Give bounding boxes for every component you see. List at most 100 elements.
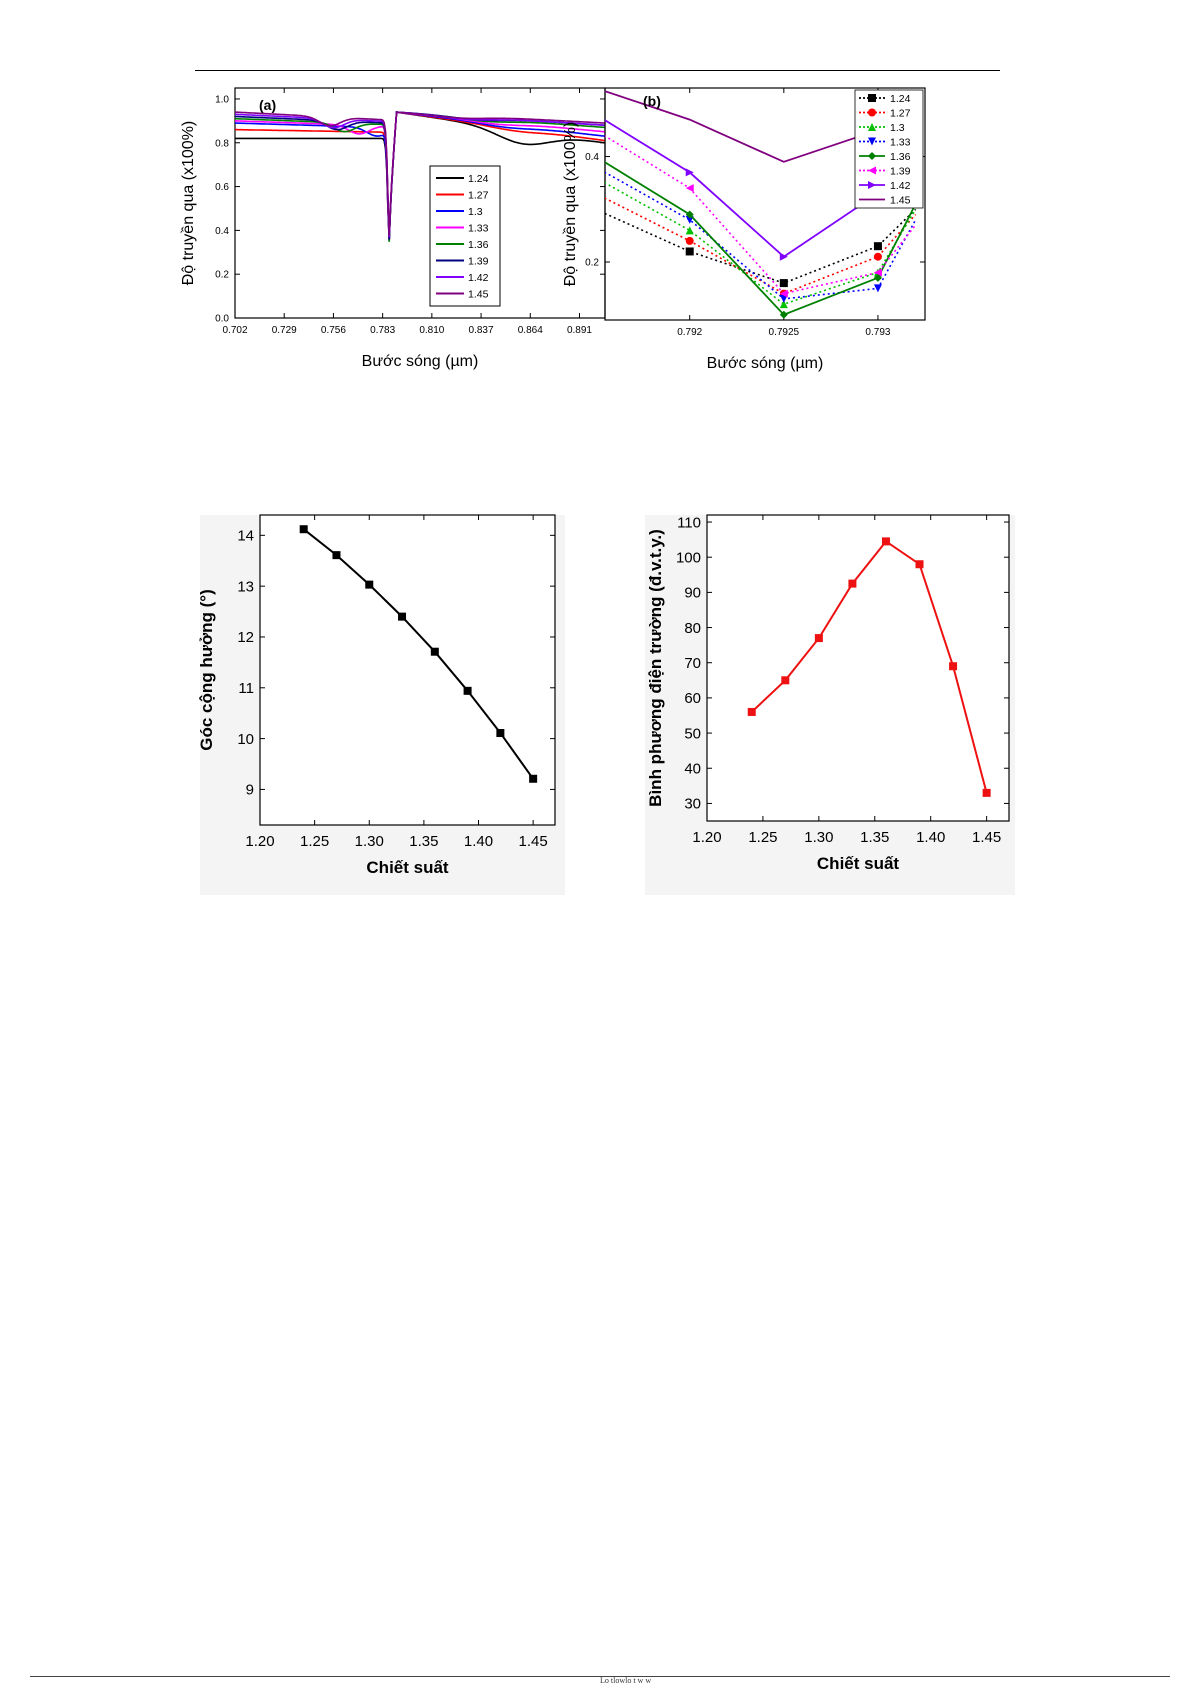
data-point-1.36 <box>779 310 788 319</box>
legend-marker-1.27 <box>868 108 876 117</box>
y-tick-label: 70 <box>684 655 701 672</box>
legend-label-1.3: 1.3 <box>890 122 905 134</box>
x-tick-label: 1.45 <box>972 829 1001 846</box>
footer-rule <box>30 1676 1170 1677</box>
data-point-1.24 <box>685 247 694 256</box>
plot-frame <box>259 514 556 826</box>
x-axis-label: Chiết suất <box>817 854 900 873</box>
footer-text: Lo tlowlo t w w <box>600 1676 652 1685</box>
series-line-1.33 <box>235 111 605 242</box>
plot-area <box>260 515 555 825</box>
y-tick-label: 0.4 <box>215 226 229 237</box>
y-tick-label: 30 <box>684 796 701 813</box>
x-tick-label: 1.20 <box>245 833 274 850</box>
legend-label-1.45: 1.45 <box>890 195 911 207</box>
series-line <box>303 528 534 780</box>
y-tick-label: 100 <box>676 549 701 566</box>
data-point-1.3 <box>685 226 694 235</box>
data-point-1.42 <box>779 252 788 261</box>
legend-marker-1.42 <box>868 181 876 189</box>
legend-label-1.27: 1.27 <box>468 190 489 202</box>
x-tick-label: 0.792 <box>677 327 702 338</box>
data-point-1.36 <box>873 273 882 282</box>
x-tick-label: 0.793 <box>865 327 890 338</box>
data-point <box>915 560 924 569</box>
data-point <box>982 788 991 797</box>
series-line-1.27 <box>235 111 605 241</box>
legend-marker-1.24 <box>868 94 876 102</box>
data-point <box>496 729 505 738</box>
x-tick-label: 0.702 <box>222 325 247 336</box>
legend-label-1.42: 1.42 <box>890 180 911 192</box>
legend-label-1.33: 1.33 <box>468 223 489 235</box>
x-tick-label: 0.783 <box>370 325 395 336</box>
data-point <box>848 579 857 588</box>
y-tick-label: 0.2 <box>215 270 229 281</box>
data-point <box>881 537 890 546</box>
y-tick-label: 14 <box>237 528 254 545</box>
data-point-1.24 <box>779 279 788 288</box>
data-point-1.39 <box>685 184 694 193</box>
x-tick-label: 1.35 <box>860 829 889 846</box>
y-tick-label: 1.0 <box>215 94 229 105</box>
y-tick-label: 13 <box>237 578 254 595</box>
plot-frame <box>706 514 1010 822</box>
data-point <box>398 612 407 621</box>
x-tick-label: 1.35 <box>409 833 438 850</box>
series-line-1.36 <box>235 111 605 242</box>
legend-label-1.3: 1.3 <box>468 206 483 218</box>
series-line-1.27 <box>605 197 917 295</box>
data-point <box>365 580 374 589</box>
y-tick-label: 0.6 <box>215 182 229 193</box>
data-point <box>747 707 756 716</box>
x-tick-label: 0.729 <box>272 325 297 336</box>
data-point-1.27 <box>685 236 694 245</box>
data-point <box>430 647 439 656</box>
x-tick-label: 0.7925 <box>769 327 800 338</box>
x-tick-label: 1.25 <box>748 829 777 846</box>
y-tick-label: 9 <box>246 782 254 799</box>
x-tick-label: 1.30 <box>804 829 833 846</box>
legend-label-1.36: 1.36 <box>468 239 489 251</box>
chart-transmission-spectrum: 0.702 0.729 0.756 0.783 0.810 0.837 0.864 0.891… <box>180 87 606 370</box>
x-axis-label: Bước sóng (µm) <box>707 355 824 372</box>
panel-label: (a) <box>259 97 276 113</box>
data-point <box>949 662 958 671</box>
y-axis-label: Góc cộng hưởng (°) <box>197 589 216 751</box>
x-tick-label: 0.756 <box>321 325 346 336</box>
y-axis-label: Bình phương điện trường (đ.v.t.y.) <box>646 529 665 807</box>
data-point-1.24 <box>873 242 882 251</box>
data-point <box>529 774 538 783</box>
y-tick-label: 12 <box>237 629 254 646</box>
chart-resonance-angle: 1.20 1.25 1.30 1.35 1.40 1.45 9 10 11 12 13 14 Chiết… <box>197 514 565 895</box>
chart-transmission-zoom: 0.792 0.7925 0.793 0.2 0.4 Bước sóng (µm) Độ t… <box>562 87 926 372</box>
x-tick-label: 1.30 <box>355 833 384 850</box>
y-tick-label: 10 <box>237 731 254 748</box>
data-point-1.27 <box>873 252 882 261</box>
series-line <box>751 540 988 794</box>
data-point-1.42 <box>685 168 694 177</box>
legend-label-1.39: 1.39 <box>468 256 489 268</box>
y-tick-label: 0.8 <box>215 138 229 149</box>
legend-marker-1.36 <box>868 152 876 160</box>
y-tick-label: 0.4 <box>585 152 599 163</box>
legend-box <box>429 165 501 307</box>
data-point-1.39 <box>873 268 882 277</box>
y-tick-label: 50 <box>684 725 701 742</box>
x-tick-label: 1.45 <box>519 833 548 850</box>
data-point <box>463 686 472 695</box>
x-axis-label: Bước sóng (µm) <box>362 353 479 370</box>
y-tick-label: 60 <box>684 690 701 707</box>
legend-label-1.24: 1.24 <box>890 93 911 105</box>
x-tick-label: 1.25 <box>300 833 329 850</box>
series-group <box>235 111 605 242</box>
data-point-1.36 <box>685 210 694 219</box>
y-tick-label: 90 <box>684 585 701 602</box>
header-rule <box>195 70 1000 71</box>
x-tick-label: 1.20 <box>692 829 721 846</box>
legend-marker-1.33 <box>868 137 876 146</box>
series-line-1.24 <box>605 208 917 284</box>
data-point-1.3 <box>779 300 788 309</box>
plot-area <box>707 515 1009 821</box>
legend-label-1.24: 1.24 <box>468 173 489 185</box>
